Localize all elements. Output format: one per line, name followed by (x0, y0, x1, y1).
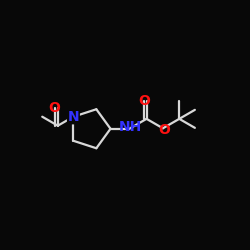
Text: N: N (68, 110, 79, 124)
Text: O: O (138, 94, 150, 108)
Text: NH: NH (119, 120, 142, 134)
Text: O: O (48, 101, 60, 115)
Text: O: O (158, 123, 170, 137)
